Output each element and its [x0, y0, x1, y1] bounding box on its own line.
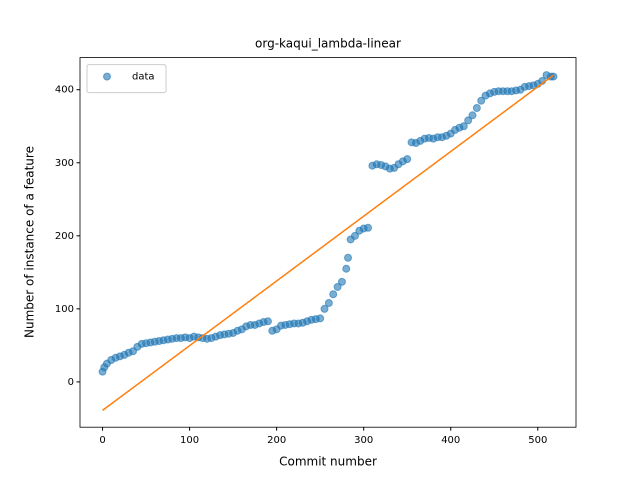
data-point: [263, 317, 272, 326]
data-point: [316, 314, 325, 323]
data-point: [468, 111, 477, 120]
x-tick-label: 100: [180, 435, 199, 446]
data-point: [333, 282, 342, 291]
y-tick-label: 200: [55, 231, 74, 242]
data-point: [337, 277, 346, 286]
data-point: [320, 304, 329, 313]
data-point: [344, 253, 353, 262]
data-point: [549, 72, 558, 81]
legend-marker: [103, 72, 111, 81]
x-tick-label: 300: [354, 435, 373, 446]
data-point: [464, 116, 473, 125]
x-axis-label: Commit number: [279, 455, 377, 469]
y-axis-label: Number of instance of a feature: [23, 146, 37, 338]
y-tick-label: 100: [55, 304, 74, 315]
x-tick-label: 500: [528, 435, 547, 446]
y-tick-label: 0: [68, 377, 74, 388]
data-point: [324, 299, 333, 308]
data-point: [329, 290, 338, 299]
x-tick-label: 400: [441, 435, 460, 446]
y-tick-label: 400: [55, 85, 74, 96]
data-point: [403, 155, 412, 164]
x-tick-label: 0: [99, 435, 105, 446]
y-tick-label: 300: [55, 158, 74, 169]
data-point: [477, 96, 486, 105]
legend-label: data: [132, 72, 155, 83]
data-point: [350, 231, 359, 240]
data-point: [342, 264, 351, 273]
fit-line: [102, 74, 554, 412]
axes-frame: [79, 57, 577, 428]
data-point: [459, 122, 468, 131]
x-tick-label: 200: [267, 435, 286, 446]
plot-area: [98, 71, 558, 412]
data-point: [472, 104, 481, 112]
legend-box: [86, 64, 167, 94]
chart-title: org-kaqui_lambda-linear: [255, 37, 401, 51]
data-point: [364, 223, 373, 232]
